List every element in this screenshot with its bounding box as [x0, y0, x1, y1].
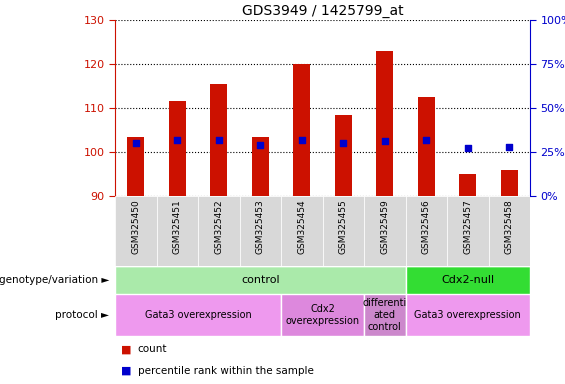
Text: protocol ►: protocol ►: [55, 310, 110, 320]
Text: control: control: [241, 275, 280, 285]
Text: Cdx2
overexpression: Cdx2 overexpression: [285, 304, 359, 326]
Point: [380, 138, 389, 144]
Bar: [406, 196, 447, 266]
Bar: [406, 266, 530, 294]
Text: Gata3 overexpression: Gata3 overexpression: [145, 310, 251, 320]
Text: GSM325459: GSM325459: [380, 200, 389, 254]
Text: Gata3 overexpression: Gata3 overexpression: [414, 310, 521, 320]
Bar: [501, 170, 518, 196]
Bar: [364, 294, 406, 336]
Bar: [293, 64, 310, 196]
Point: [339, 140, 348, 146]
Bar: [364, 196, 406, 266]
Bar: [459, 174, 476, 196]
Bar: [240, 196, 281, 266]
Bar: [252, 137, 268, 196]
Point: [131, 140, 140, 146]
Text: percentile rank within the sample: percentile rank within the sample: [138, 366, 314, 376]
Point: [173, 137, 182, 143]
Title: GDS3949 / 1425799_at: GDS3949 / 1425799_at: [242, 3, 403, 18]
Text: GSM325451: GSM325451: [173, 200, 182, 254]
Point: [256, 142, 265, 148]
Bar: [489, 196, 530, 266]
Bar: [281, 196, 323, 266]
Bar: [418, 97, 434, 196]
Bar: [335, 114, 351, 196]
Text: GSM325454: GSM325454: [297, 200, 306, 254]
Bar: [376, 51, 393, 196]
Text: GSM325458: GSM325458: [505, 200, 514, 254]
Bar: [115, 196, 157, 266]
Bar: [406, 294, 530, 336]
Text: Cdx2-null: Cdx2-null: [441, 275, 494, 285]
Bar: [323, 196, 364, 266]
Point: [214, 137, 223, 143]
Bar: [281, 294, 364, 336]
Text: GSM325452: GSM325452: [214, 200, 223, 254]
Bar: [115, 266, 406, 294]
Point: [463, 146, 472, 152]
Text: GSM325453: GSM325453: [256, 200, 265, 254]
Bar: [115, 294, 281, 336]
Point: [505, 144, 514, 150]
Point: [421, 137, 431, 143]
Text: ■: ■: [121, 344, 131, 354]
Bar: [210, 84, 227, 196]
Text: GSM325450: GSM325450: [131, 200, 140, 254]
Text: ■: ■: [121, 366, 131, 376]
Bar: [198, 196, 240, 266]
Bar: [157, 196, 198, 266]
Text: GSM325455: GSM325455: [339, 200, 347, 254]
Text: count: count: [138, 344, 167, 354]
Bar: [169, 101, 185, 196]
Bar: [447, 196, 489, 266]
Text: GSM325456: GSM325456: [421, 200, 431, 254]
Text: GSM325457: GSM325457: [463, 200, 472, 254]
Text: genotype/variation ►: genotype/variation ►: [0, 275, 110, 285]
Point: [297, 137, 306, 143]
Text: differenti
ated
control: differenti ated control: [363, 298, 407, 332]
Bar: [128, 137, 144, 196]
